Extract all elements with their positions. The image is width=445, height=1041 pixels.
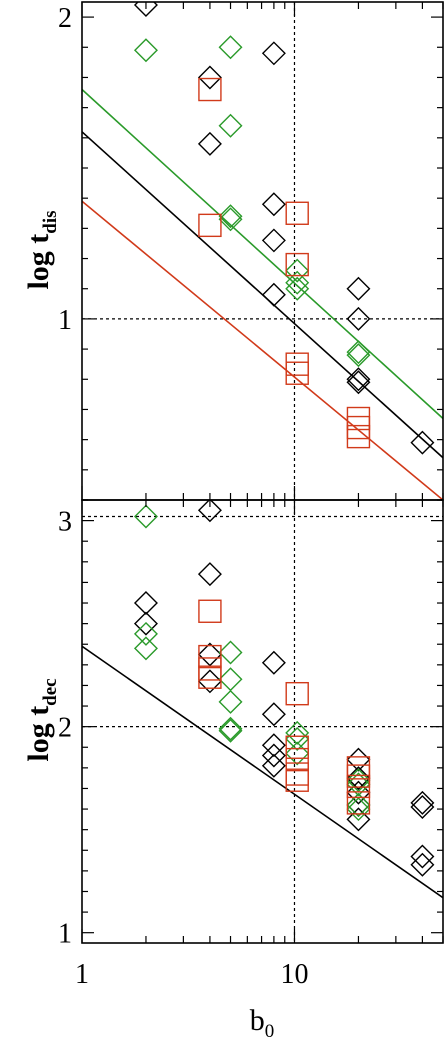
point-square-red: [346, 791, 371, 815]
point-diamond-green: [133, 636, 158, 661]
point-diamond-black: [346, 276, 371, 301]
fit-line-green: [82, 88, 443, 420]
point-diamond-green: [218, 718, 243, 743]
panel-top-dissipation: 12: [58, 1, 444, 501]
point-diamond-green: [218, 35, 243, 60]
plot-area: [82, 2, 443, 500]
point-diamond-green: [218, 640, 243, 665]
point-diamond-black: [346, 807, 371, 832]
point-diamond-black: [197, 562, 222, 587]
point-diamond-black: [410, 790, 435, 815]
point-diamond-green: [218, 689, 243, 714]
point-diamond-black: [261, 228, 286, 253]
point-diamond-black: [346, 766, 371, 791]
xtick-label: 1: [75, 959, 89, 990]
point-square-red: [285, 747, 309, 772]
point-square-red: [198, 213, 222, 238]
point-diamond-green: [346, 340, 371, 365]
point-square-red: [285, 352, 309, 376]
xtick-label: 10: [280, 959, 308, 990]
point-square-red: [346, 415, 371, 440]
ytick-label: 3: [58, 507, 72, 538]
point-diamond-black: [197, 642, 222, 667]
ylabel-bottom: log tdec: [22, 678, 61, 761]
point-diamond-black: [197, 65, 222, 90]
point-square-red: [346, 424, 371, 449]
point-diamond-green: [346, 792, 371, 817]
point-diamond-black: [197, 500, 222, 523]
point-diamond-green: [218, 113, 243, 138]
point-diamond-green: [346, 772, 371, 797]
point-diamond-green: [346, 797, 371, 822]
point-diamond-black: [133, 611, 158, 636]
plot-frame: [81, 1, 444, 501]
panel-bottom-decay: 1 2 3 1 10: [58, 499, 444, 990]
point-square-red: [285, 735, 309, 759]
point-diamond-green: [285, 727, 310, 752]
point-diamond-black: [346, 306, 371, 331]
point-diamond-black: [261, 733, 286, 758]
point-diamond-black: [261, 41, 286, 66]
ytick-label: 1: [58, 919, 72, 950]
point-diamond-black: [261, 282, 286, 307]
point-square-red: [198, 665, 222, 689]
ytick-label: 1: [58, 305, 72, 336]
point-diamond-green: [218, 207, 243, 232]
point-diamond-black: [410, 795, 435, 819]
point-square-red: [198, 657, 222, 681]
point-diamond-green: [133, 38, 158, 63]
point-diamond-black: [410, 430, 435, 455]
point-diamond-black: [197, 669, 222, 694]
point-square-red: [346, 774, 371, 799]
point-diamond-black: [133, 2, 158, 18]
point-diamond-black: [261, 753, 286, 778]
point-square-red: [285, 201, 309, 225]
point-square-red: [285, 361, 309, 385]
point-diamond-black: [410, 852, 435, 877]
point-diamond-black: [346, 367, 371, 392]
point-diamond-green: [133, 504, 158, 529]
point-square-red: [285, 768, 309, 792]
plot-frame: [81, 499, 444, 944]
point-square-red: [198, 644, 222, 669]
point-diamond-black: [197, 131, 222, 156]
ytick-label: 2: [58, 3, 72, 34]
point-square-red: [198, 77, 222, 102]
point-diamond-black: [261, 743, 286, 768]
point-square-red: [285, 762, 309, 786]
point-diamond-green: [285, 276, 310, 301]
xlabel: b0: [250, 1004, 275, 1041]
point-diamond-black: [346, 370, 371, 395]
point-diamond-black: [261, 192, 286, 217]
fit-line-black: [82, 645, 443, 899]
point-diamond-green: [218, 667, 243, 692]
point-diamond-green: [346, 343, 371, 368]
point-diamond-black: [133, 591, 158, 616]
point-square-red: [285, 681, 309, 706]
point-diamond-black: [261, 702, 286, 727]
point-diamond-green: [285, 720, 310, 745]
ylabel-top: log tdis: [22, 210, 61, 289]
point-diamond-black: [410, 844, 435, 869]
point-square-red: [285, 252, 309, 277]
ytick-label: 2: [58, 713, 72, 744]
point-diamond-green: [285, 741, 310, 766]
point-diamond-green: [218, 716, 243, 741]
point-diamond-green: [218, 204, 243, 229]
point-diamond-green: [285, 258, 310, 283]
plot-area: [82, 500, 443, 943]
point-diamond-green: [133, 621, 158, 646]
point-square-red: [198, 599, 222, 623]
fit-line-red: [82, 200, 443, 500]
point-diamond-green: [285, 270, 310, 295]
point-diamond-black: [261, 650, 286, 675]
point-diamond-black: [346, 747, 371, 772]
